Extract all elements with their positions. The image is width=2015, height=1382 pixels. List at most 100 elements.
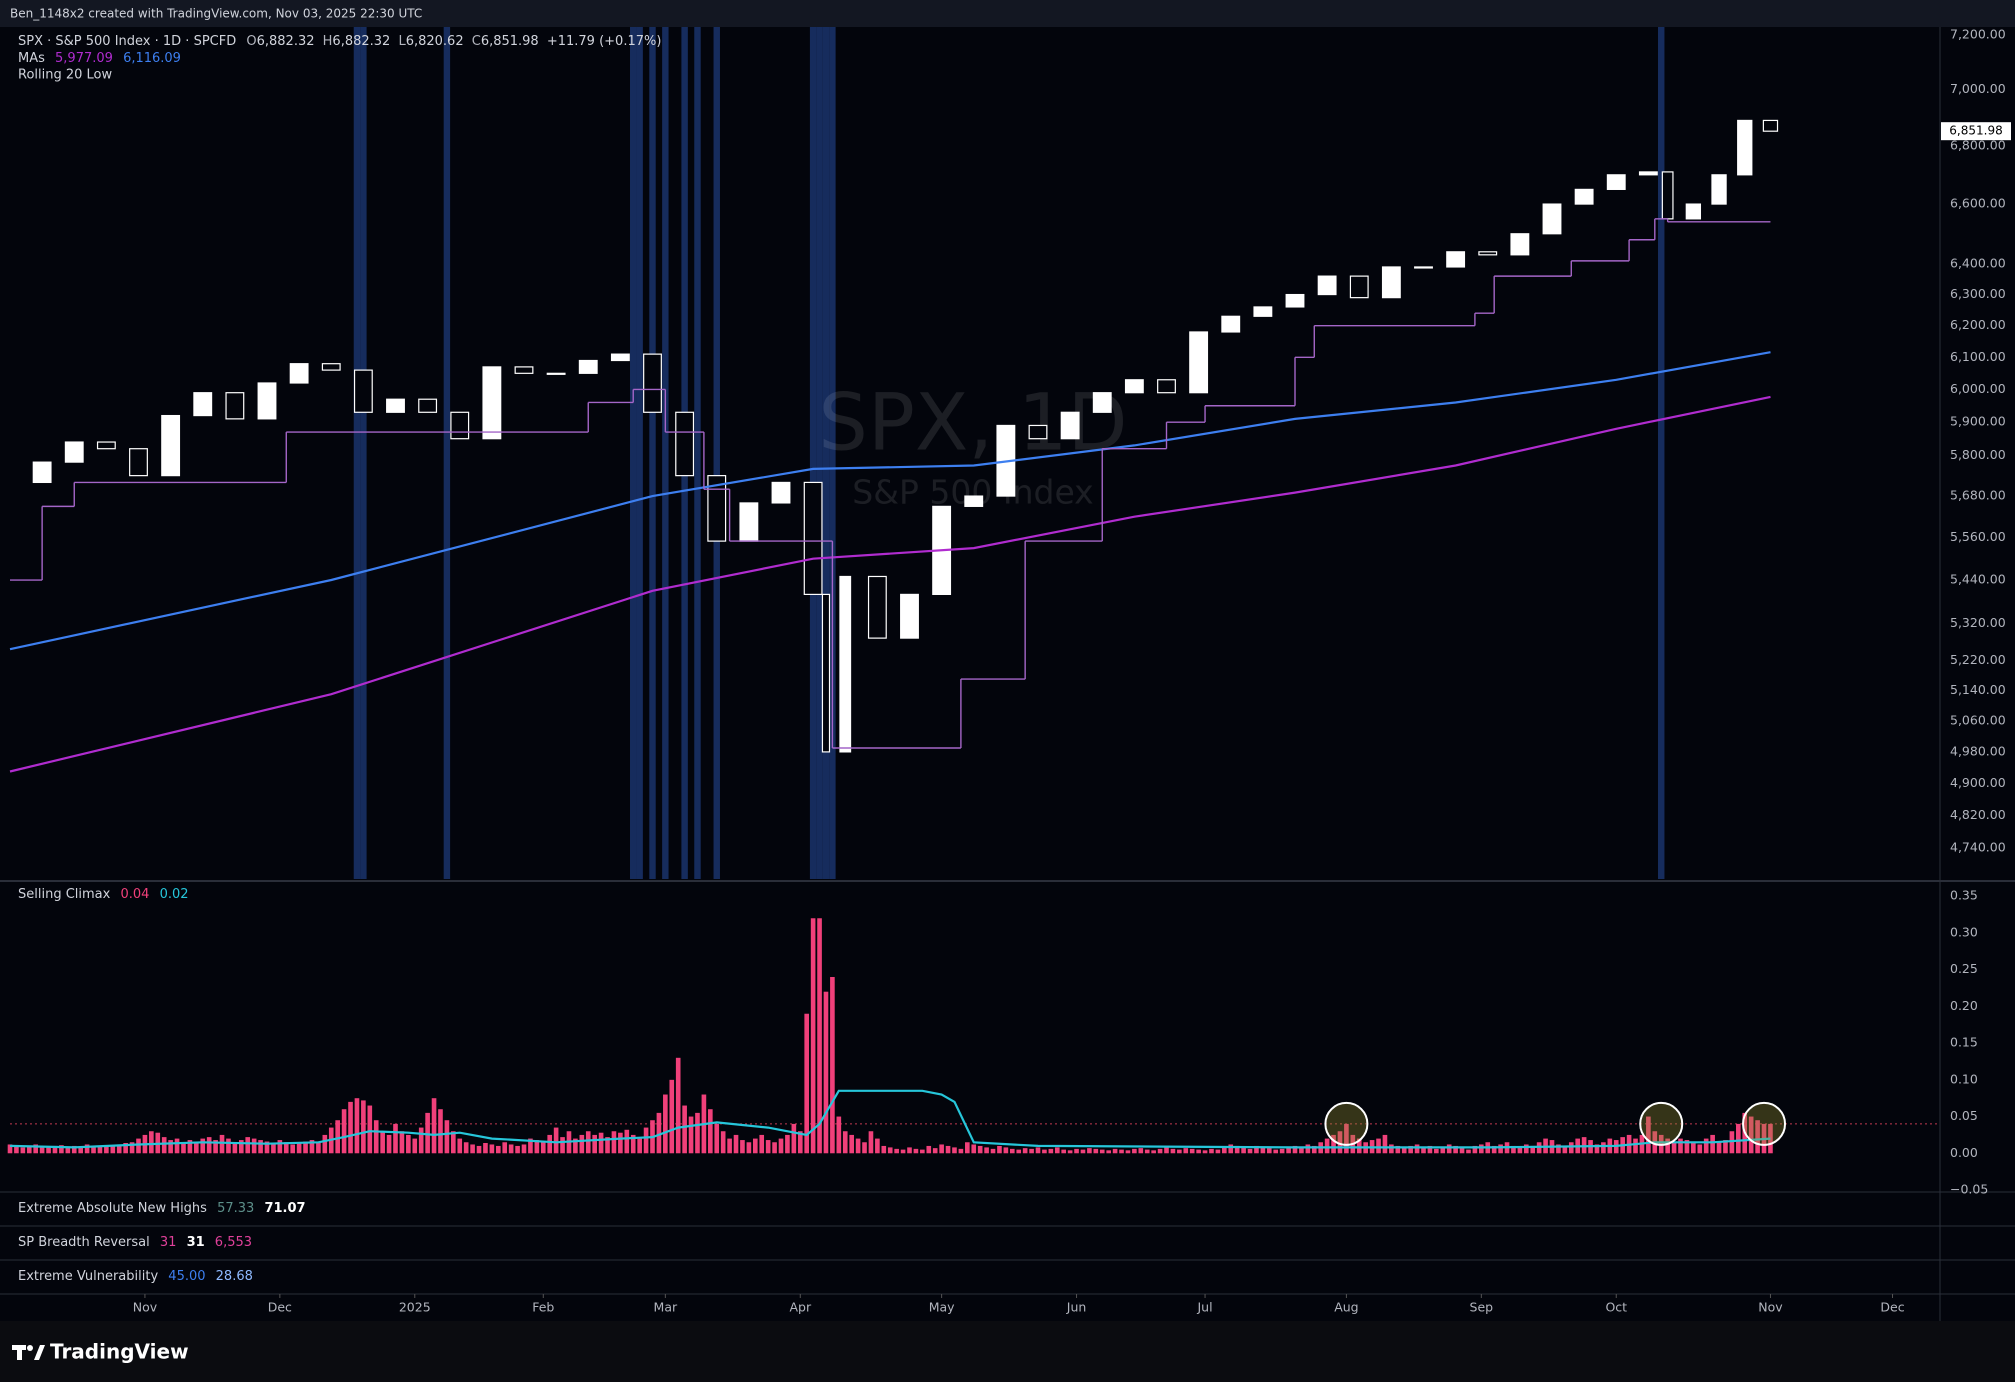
bar: [1196, 1149, 1201, 1154]
last-price-label: 6,851.98: [1949, 124, 2002, 138]
bar: [611, 1131, 617, 1154]
bar: [1434, 1148, 1439, 1154]
y-tick-label: −0.05: [1950, 1182, 1988, 1197]
ma-label: MAs: [18, 51, 45, 66]
bar: [585, 1131, 591, 1154]
bar: [1305, 1144, 1311, 1154]
bar: [849, 1134, 854, 1154]
y-tick-label: 7,000.00: [1950, 81, 2006, 96]
bar: [476, 1145, 482, 1154]
y-tick-label: 0.30: [1950, 924, 1978, 939]
bar: [271, 1142, 276, 1154]
candle-body: [353, 369, 373, 413]
y-tick-label: 5,800.00: [1950, 447, 2006, 462]
bar: [348, 1101, 353, 1154]
bar: [46, 1147, 51, 1154]
bar: [373, 1120, 379, 1154]
bar: [759, 1134, 765, 1154]
bar: [406, 1134, 411, 1154]
bar: [952, 1147, 957, 1154]
y-tick-label: 6,800.00: [1950, 138, 2006, 153]
bar: [521, 1144, 527, 1154]
bar: [1466, 1149, 1471, 1154]
ohlc-value: 6,882.32: [257, 34, 315, 49]
bar: [1331, 1134, 1336, 1154]
candle-body: [1028, 424, 1048, 440]
bar: [59, 1145, 64, 1154]
brand[interactable]: TradingView: [50, 1340, 189, 1364]
candle-body: [821, 593, 831, 753]
bar: [592, 1134, 597, 1154]
line-series: [9, 1089, 1771, 1149]
bar: [1491, 1145, 1497, 1154]
bar: [1472, 1145, 1478, 1154]
bar: [39, 1146, 45, 1154]
candle-body: [643, 353, 662, 413]
bar: [277, 1140, 283, 1154]
bar: [1022, 1148, 1028, 1154]
ohlc-key: O: [246, 34, 256, 49]
candle-body: [610, 353, 630, 362]
bar: [283, 1142, 289, 1154]
highlight-band: [360, 27, 367, 879]
y-tick-label: 5,220.00: [1950, 652, 2006, 667]
panel-row: SP Breadth Reversal 31 31 6,553: [18, 1235, 252, 1250]
candle-body: [1661, 171, 1674, 220]
bar: [1151, 1150, 1156, 1154]
bar: [778, 1138, 784, 1154]
bar: [984, 1147, 989, 1154]
bar: [1292, 1145, 1298, 1154]
y-tick-label: 4,980.00: [1950, 743, 2006, 758]
bar: [894, 1148, 899, 1154]
bar: [71, 1145, 77, 1154]
ma-value: 5,977.09: [55, 51, 113, 66]
panel-value: 71.07: [264, 1201, 305, 1216]
marks-layer: [7, 119, 1938, 1154]
bar: [1042, 1149, 1047, 1154]
bar: [1601, 1142, 1606, 1154]
bar: [907, 1147, 912, 1154]
bar: [939, 1144, 944, 1154]
annotation-circle: [1639, 1101, 1684, 1146]
bar: [1003, 1147, 1009, 1154]
candle-body: [1510, 233, 1530, 256]
bar: [495, 1145, 501, 1154]
bar: [1523, 1144, 1529, 1154]
candle-body: [96, 441, 116, 450]
highlight-band: [809, 27, 817, 879]
candle-body: [129, 448, 148, 477]
bar: [1401, 1147, 1407, 1154]
candle-body: [839, 575, 852, 753]
y-tick-label: 5,060.00: [1950, 712, 2006, 727]
bar: [965, 1142, 970, 1154]
bar: [1035, 1147, 1041, 1154]
candle-body: [32, 461, 52, 484]
logo-shape: [17, 1345, 22, 1360]
y-tick-label: 7,200.00: [1950, 26, 2006, 41]
candle-body: [867, 575, 887, 639]
bar: [91, 1145, 96, 1154]
bar: [1189, 1148, 1195, 1154]
bar: [688, 1116, 694, 1154]
candle-body: [1157, 379, 1176, 394]
bar: [804, 1013, 810, 1154]
bar: [1568, 1142, 1574, 1154]
bar: [232, 1142, 238, 1154]
x-tick-label: Jun: [1066, 1300, 1087, 1315]
x-tick-label: 2025: [399, 1300, 431, 1315]
bar: [637, 1138, 642, 1154]
bar: [219, 1134, 225, 1154]
candle-body: [1574, 188, 1594, 205]
bar: [418, 1127, 424, 1154]
bar: [341, 1109, 347, 1154]
bar: [1209, 1148, 1214, 1154]
bar: [1356, 1138, 1362, 1154]
ohlc-value: 6,851.98: [481, 34, 539, 49]
bar: [714, 1123, 720, 1154]
bar: [682, 1105, 687, 1154]
bar: [1286, 1147, 1291, 1154]
candle-body: [64, 441, 84, 463]
candle-body: [900, 593, 919, 639]
y-tick-label: 6,600.00: [1950, 196, 2006, 211]
candle-body: [1638, 171, 1658, 176]
